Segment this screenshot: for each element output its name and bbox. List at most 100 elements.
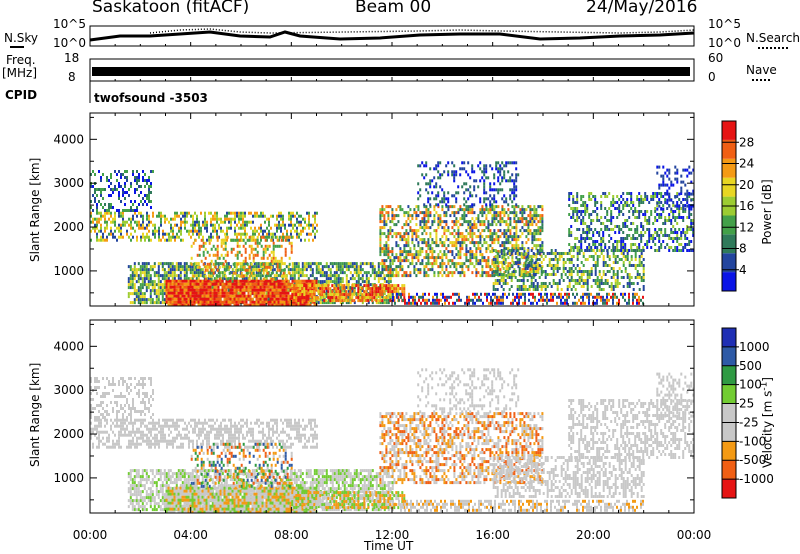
data-cell (152, 223, 154, 227)
data-cell (242, 265, 245, 269)
data-cell (161, 292, 164, 296)
data-cell (287, 265, 290, 269)
data-cell (405, 220, 408, 224)
data-cell (505, 232, 508, 236)
data-cell (531, 274, 534, 278)
data-cell (323, 287, 326, 291)
data-cell (239, 294, 242, 298)
data-cell (459, 253, 462, 257)
data-cell (461, 265, 464, 269)
data-cell (288, 238, 290, 242)
data-cell (480, 292, 482, 296)
data-cell (183, 265, 186, 269)
data-cell (527, 238, 530, 242)
data-cell (249, 297, 252, 301)
data-cell (141, 301, 144, 305)
data-cell (229, 294, 232, 298)
data-cell (383, 223, 386, 227)
data-cell (487, 229, 490, 233)
data-cell (339, 299, 342, 303)
data-cell (163, 292, 166, 296)
data-cell (612, 292, 614, 296)
data-cell (521, 214, 524, 218)
data-cell (369, 296, 372, 300)
data-cell (323, 299, 326, 303)
data-cell (141, 292, 144, 296)
data-cell (383, 284, 386, 288)
data-cell (227, 303, 230, 306)
data-cell (524, 301, 526, 305)
data-cell (642, 301, 644, 305)
data-cell (207, 277, 210, 281)
data-cell (209, 279, 212, 283)
data-cell (391, 220, 394, 224)
data-cell (381, 214, 384, 218)
data-cell (500, 298, 502, 302)
data-cell (552, 292, 554, 296)
data-cell (96, 235, 98, 239)
data-cell (163, 274, 166, 278)
data-cell (282, 271, 285, 275)
data-cell (195, 285, 198, 289)
data-cell (114, 185, 116, 188)
data-cell (314, 217, 316, 221)
data-cell (190, 214, 192, 218)
data-cell (413, 211, 416, 215)
data-cell (417, 235, 420, 239)
data-cell (455, 170, 458, 174)
data-cell (425, 253, 428, 257)
data-cell (278, 235, 281, 239)
data-cell (391, 247, 394, 251)
data-cell (94, 191, 96, 194)
data-cell (134, 200, 136, 203)
data-cell (471, 250, 474, 254)
data-cell (269, 288, 272, 292)
data-cell (489, 203, 492, 207)
data-cell (497, 179, 500, 183)
data-cell (506, 267, 509, 270)
data-cell (173, 303, 176, 306)
data-cell (303, 284, 306, 288)
data-cell (282, 214, 284, 218)
data-cell (479, 253, 482, 257)
data-cell (507, 161, 510, 165)
data-cell (333, 277, 336, 281)
data-cell (276, 262, 279, 266)
data-cell (523, 247, 526, 251)
data-cell (423, 241, 426, 245)
data-cell (211, 274, 214, 278)
nsky-trace (89, 28, 695, 42)
data-cell (519, 217, 522, 221)
data-cell (520, 292, 522, 296)
data-cell (568, 295, 570, 299)
data-cell (250, 211, 252, 215)
data-cell (535, 232, 538, 236)
data-cell (266, 247, 269, 251)
data-cell (142, 176, 144, 179)
data-cell (218, 256, 221, 260)
data-cell (321, 274, 324, 278)
data-cell (292, 211, 294, 215)
data-cell (311, 300, 314, 304)
data-cell (425, 182, 428, 186)
data-cell (381, 277, 384, 281)
data-cell (435, 164, 438, 168)
data-cell (197, 285, 200, 289)
nsearch-label: N.Search (746, 31, 800, 45)
data-cell (297, 277, 300, 281)
data-cell (510, 279, 513, 282)
data-cell (203, 288, 206, 292)
data-cell (503, 271, 506, 275)
data-cell (447, 238, 450, 242)
data-cell (239, 288, 242, 292)
data-cell (509, 211, 512, 215)
data-cell (250, 247, 253, 251)
data-cell (225, 285, 228, 289)
data-cell (367, 277, 370, 281)
data-cell (98, 211, 100, 215)
data-cell (222, 256, 225, 260)
data-cell (508, 292, 510, 296)
data-cell (250, 226, 252, 230)
data-cell (367, 296, 370, 300)
data-cell (153, 286, 156, 290)
